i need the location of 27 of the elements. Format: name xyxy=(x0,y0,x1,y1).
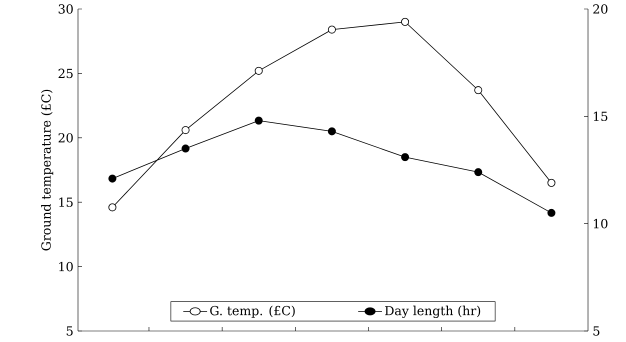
y2-tick-label: 15 xyxy=(594,112,608,122)
point xyxy=(474,168,482,176)
point xyxy=(108,203,116,212)
point xyxy=(328,127,336,136)
legend-label: Day length (hr) xyxy=(385,306,480,318)
point xyxy=(254,116,263,125)
point xyxy=(328,26,336,34)
y-tick-label: 5 xyxy=(66,326,73,336)
y-tick-label: 15 xyxy=(59,197,73,207)
y-tick-label: 20 xyxy=(58,133,73,143)
point xyxy=(474,86,482,94)
y-tick-label: 10 xyxy=(59,262,73,272)
point xyxy=(182,144,190,153)
y-tick-label: 25 xyxy=(58,68,73,78)
point xyxy=(182,126,190,134)
y2-tick-label: 5 xyxy=(593,326,600,336)
legend-label: G. temp. (£C) xyxy=(210,306,295,318)
y2-tick-label: 20 xyxy=(593,4,608,14)
point xyxy=(108,174,116,183)
y2-tick-label: 10 xyxy=(594,218,608,228)
y-tick-label: 30 xyxy=(58,4,73,14)
y-axis-title: Ground temperature (£C) xyxy=(41,90,54,250)
point xyxy=(547,208,556,217)
point xyxy=(401,153,410,162)
point xyxy=(401,18,410,26)
point xyxy=(254,66,263,75)
point xyxy=(547,178,556,187)
